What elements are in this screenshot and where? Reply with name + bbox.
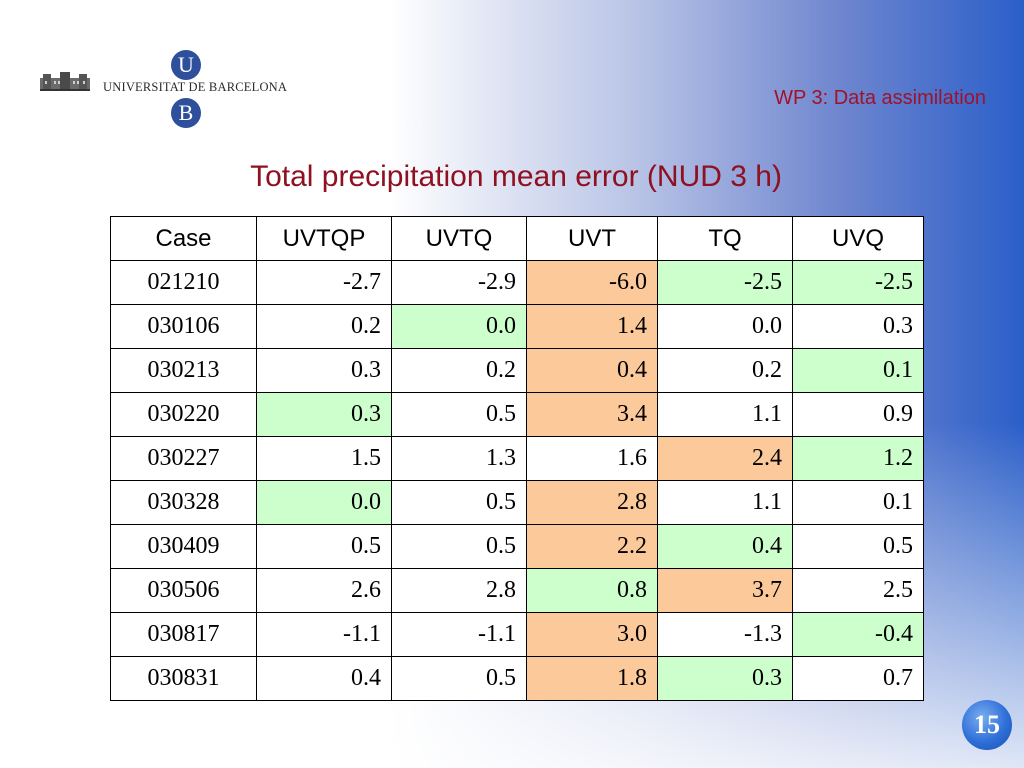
column-header-uvtqp: UVTQP [256,216,392,261]
value-cell-uvq: 0.1 [792,348,924,393]
university-seal-u: U [171,50,201,80]
building-logo-icon [40,72,90,91]
column-header-uvt: UVT [526,216,658,261]
value-cell-tq: 1.1 [657,480,793,525]
table-body: 021210 -2.7 -2.9 -6.0 -2.5 -2.5 030106 0.2 0.0 1.… [110,260,924,701]
case-id-cell: 030831 [110,656,257,701]
table-row: 030328 0.0 0.5 2.8 1.1 0.1 [110,480,924,525]
value-cell-uvt: 2.8 [526,480,658,525]
value-cell-uvt: 1.4 [526,304,658,349]
case-id-cell: 030506 [110,568,257,613]
value-cell-uvtq: 0.5 [391,392,527,437]
value-cell-uvtqp: -2.7 [256,260,392,305]
value-cell-uvtq: 0.2 [391,348,527,393]
value-cell-uvtqp: 0.3 [256,392,392,437]
value-cell-tq: 0.3 [657,656,793,701]
slide-title: Total precipitation mean error (NUD 3 h) [250,160,782,193]
value-cell-uvtq: 2.8 [391,568,527,613]
value-cell-uvtqp: -1.1 [256,612,392,657]
column-header-uvq: UVQ [792,216,924,261]
university-name: UNIVERSITAT DE BARCELONA [103,80,288,94]
value-cell-uvq: 0.3 [792,304,924,349]
value-cell-uvq: 0.5 [792,524,924,569]
value-cell-uvq: 0.7 [792,656,924,701]
value-cell-uvtqp: 0.0 [256,480,392,525]
value-cell-uvq: -0.4 [792,612,924,657]
value-cell-uvt: 0.4 [526,348,658,393]
value-cell-tq: -2.5 [657,260,793,305]
table-row: 030409 0.5 0.5 2.2 0.4 0.5 [110,524,924,569]
column-header-tq: TQ [657,216,793,261]
case-id-cell: 030220 [110,392,257,437]
value-cell-uvtqp: 0.3 [256,348,392,393]
value-cell-uvtq: 0.5 [391,656,527,701]
value-cell-uvtqp: 0.2 [256,304,392,349]
case-id-cell: 030817 [110,612,257,657]
table-row: 030220 0.3 0.5 3.4 1.1 0.9 [110,392,924,437]
case-id-cell: 030213 [110,348,257,393]
university-seal-b: B [171,98,201,128]
value-cell-uvq: 0.9 [792,392,924,437]
value-cell-uvtq: 0.0 [391,304,527,349]
table-row: 021210 -2.7 -2.9 -6.0 -2.5 -2.5 [110,260,924,305]
table-header-row: Case UVTQP UVTQ UVT TQ UVQ [110,216,924,261]
value-cell-uvtq: 1.3 [391,436,527,481]
case-id-cell: 030227 [110,436,257,481]
value-cell-uvtq: -1.1 [391,612,527,657]
value-cell-tq: 2.4 [657,436,793,481]
value-cell-uvtqp: 1.5 [256,436,392,481]
table-row: 030506 2.6 2.8 0.8 3.7 2.5 [110,568,924,613]
value-cell-uvt: 3.0 [526,612,658,657]
value-cell-uvt: 0.8 [526,568,658,613]
value-cell-uvt: 2.2 [526,524,658,569]
value-cell-tq: 0.4 [657,524,793,569]
value-cell-uvtq: 0.5 [391,524,527,569]
table-row: 030106 0.2 0.0 1.4 0.0 0.3 [110,304,924,349]
table-row: 030817 -1.1 -1.1 3.0 -1.3 -0.4 [110,612,924,657]
page-number-badge: 15 [962,700,1012,750]
value-cell-uvt: 3.4 [526,392,658,437]
value-cell-uvq: 1.2 [792,436,924,481]
table-row: 030227 1.5 1.3 1.6 2.4 1.2 [110,436,924,481]
value-cell-tq: 0.2 [657,348,793,393]
column-header-uvtq: UVTQ [391,216,527,261]
case-id-cell: 021210 [110,260,257,305]
value-cell-uvt: -6.0 [526,260,658,305]
column-header-case: Case [110,216,257,261]
value-cell-tq: 3.7 [657,568,793,613]
case-id-cell: 030106 [110,304,257,349]
value-cell-uvt: 1.6 [526,436,658,481]
value-cell-uvq: 2.5 [792,568,924,613]
value-cell-uvq: 0.1 [792,480,924,525]
value-cell-tq: 0.0 [657,304,793,349]
value-cell-tq: 1.1 [657,392,793,437]
work-package-label: WP 3: Data assimilation [774,87,986,109]
table-row: 030831 0.4 0.5 1.8 0.3 0.7 [110,656,924,701]
value-cell-uvtqp: 0.5 [256,524,392,569]
value-cell-uvtqp: 0.4 [256,656,392,701]
value-cell-uvt: 1.8 [526,656,658,701]
value-cell-uvtq: 0.5 [391,480,527,525]
value-cell-uvtq: -2.9 [391,260,527,305]
value-cell-uvq: -2.5 [792,260,924,305]
mean-error-table: Case UVTQP UVTQ UVT TQ UVQ 021210 -2.7 -2.… [110,216,924,701]
table-row: 030213 0.3 0.2 0.4 0.2 0.1 [110,348,924,393]
case-id-cell: 030328 [110,480,257,525]
value-cell-tq: -1.3 [657,612,793,657]
value-cell-uvtqp: 2.6 [256,568,392,613]
case-id-cell: 030409 [110,524,257,569]
